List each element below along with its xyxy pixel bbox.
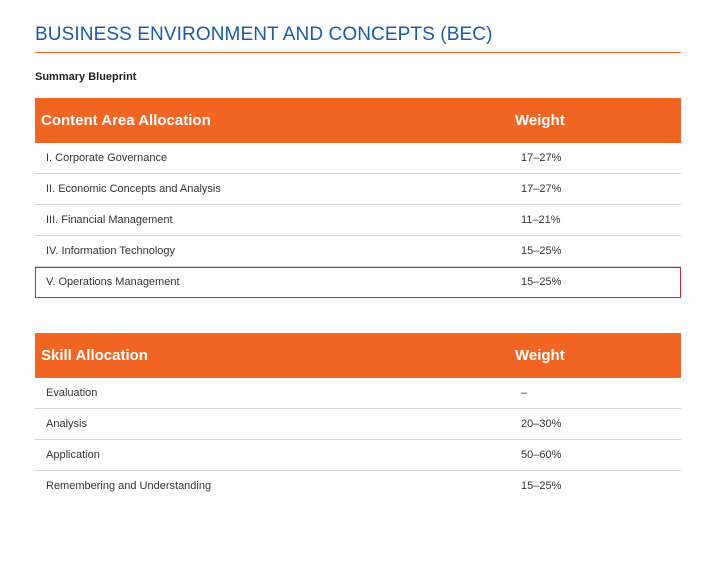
table-header: Skill Allocation Weight — [35, 333, 681, 378]
row-weight: 15–25% — [521, 480, 562, 492]
row-label: Remembering and Understanding — [46, 480, 212, 492]
table-header: Content Area Allocation Weight — [35, 98, 681, 143]
row-weight: – — [521, 387, 528, 399]
row-weight: 17–27% — [521, 152, 562, 164]
table-row: Remembering and Understanding 15–25% — [35, 471, 681, 502]
row-label: IV. Information Technology — [46, 245, 176, 257]
row-weight: 15–25% — [521, 245, 562, 257]
row-label: II. Economic Concepts and Analysis — [46, 183, 221, 195]
column-header-weight: Weight — [515, 112, 565, 129]
column-header-weight: Weight — [515, 347, 565, 364]
row-weight: 17–27% — [521, 183, 562, 195]
table-row: IV. Information Technology 15–25% — [35, 236, 681, 267]
title-divider — [35, 52, 681, 53]
content-area-table: Content Area Allocation Weight I. Corpor… — [35, 98, 681, 298]
table-row: Analysis 20–30% — [35, 409, 681, 440]
table-row: I. Corporate Governance 17–27% — [35, 143, 681, 174]
table-row: Evaluation – — [35, 378, 681, 409]
row-label: V. Operations Management — [46, 276, 180, 288]
row-weight: 20–30% — [521, 418, 562, 430]
section-subtitle: Summary Blueprint — [35, 71, 137, 83]
row-label: Analysis — [46, 418, 87, 430]
row-label: III. Financial Management — [46, 214, 173, 226]
page-title: BUSINESS ENVIRONMENT AND CONCEPTS (BEC) — [35, 24, 493, 45]
skill-allocation-table: Skill Allocation Weight Evaluation – Ana… — [35, 333, 681, 502]
column-header-skill: Skill Allocation — [41, 347, 148, 364]
row-label: I. Corporate Governance — [46, 152, 168, 164]
column-header-content-area: Content Area Allocation — [41, 112, 211, 129]
row-label: Evaluation — [46, 387, 98, 399]
row-weight: 11–21% — [521, 214, 561, 226]
table-row: III. Financial Management 11–21% — [35, 205, 681, 236]
row-label: Application — [46, 449, 100, 461]
row-weight: 15–25% — [521, 276, 562, 288]
table-row: Application 50–60% — [35, 440, 681, 471]
row-weight: 50–60% — [521, 449, 562, 461]
table-row: II. Economic Concepts and Analysis 17–27… — [35, 174, 681, 205]
table-row-highlighted: V. Operations Management 15–25% — [35, 267, 681, 298]
